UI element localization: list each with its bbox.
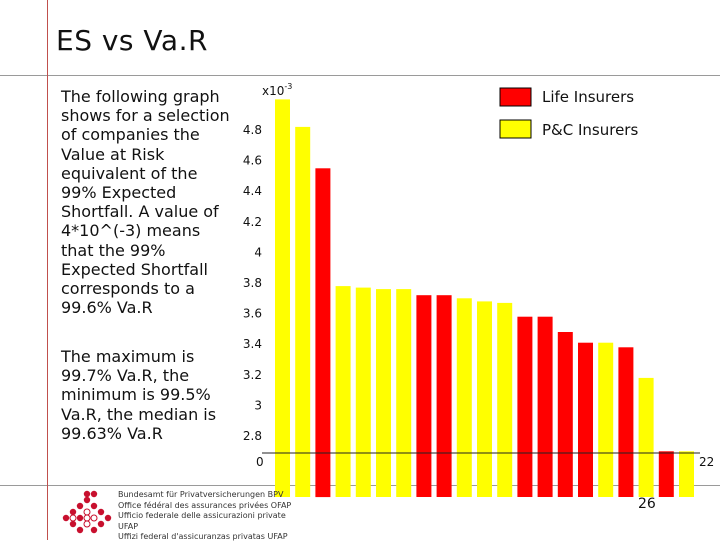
bar-19 [638, 377, 654, 497]
legend-swatch-life [499, 87, 532, 107]
y-tick-4: 4 [254, 245, 262, 259]
bar-7 [396, 289, 412, 497]
bar-2 [295, 126, 311, 498]
federal-cross-logo [62, 490, 112, 534]
y-tick-4.6: 4.6 [243, 154, 262, 168]
bar-11 [477, 301, 492, 497]
footer-line-fr: Office fédéral des assurances privées OF… [118, 500, 292, 510]
bar-18 [618, 347, 634, 497]
y-tick-3: 3 [254, 398, 262, 412]
exponent-label: x10-3 [262, 82, 292, 98]
x-tick-first: 0 [256, 455, 264, 469]
bar-6 [376, 289, 391, 497]
legend-label-life: Life Insurers [542, 88, 634, 106]
bar-9 [436, 295, 452, 497]
x-tick-last: 22 [699, 455, 714, 469]
footer-line-rm: Uffizi federal d'assicuranzas privatas U… [118, 532, 288, 541]
y-tick-4.8: 4.8 [243, 123, 262, 137]
bar-15 [557, 332, 573, 497]
y-tick-2.8: 2.8 [243, 429, 262, 443]
bar-20 [658, 451, 674, 497]
description-paragraph: The following graph shows for a selectio… [61, 87, 230, 318]
header-rule [0, 75, 720, 76]
footer-line-de: Bundesamt für Privatversicherungen BPV [118, 490, 284, 499]
bar-17 [598, 342, 614, 497]
bar-1 [275, 99, 290, 498]
bar-14 [537, 316, 553, 497]
bar-3 [315, 168, 331, 498]
bar-5 [355, 287, 371, 497]
bar-16 [578, 342, 593, 497]
page-title: ES vs Va.R [56, 24, 208, 57]
footer-logo-block: Bundesamt für Privatversicherungen BPV O… [58, 490, 298, 541]
legend-label-pc: P&C Insurers [542, 121, 638, 139]
bars-layer [275, 99, 694, 498]
bar-21 [679, 451, 694, 497]
y-tick-4.4: 4.4 [243, 184, 262, 198]
bar-10 [456, 298, 472, 497]
y-tick-3.8: 3.8 [243, 276, 262, 290]
bar-4 [335, 286, 351, 497]
y-tick-3.4: 3.4 [243, 337, 262, 351]
y-tick-3.2: 3.2 [243, 368, 262, 382]
bar-13 [517, 316, 533, 497]
footer-line-it: Ufficio federale delle assicurazioni pri… [118, 511, 286, 531]
footer-office-names: Bundesamt für Privatversicherungen BPV O… [118, 490, 298, 543]
y-tick-3.6: 3.6 [243, 307, 262, 321]
legend-swatch-pc [499, 119, 532, 139]
summary-paragraph: The maximum is 99.7% Va.R, the minimum i… [61, 347, 217, 443]
bar-8 [416, 295, 432, 497]
vertical-accent-line [47, 0, 48, 540]
y-tick-4.2: 4.2 [243, 215, 262, 229]
page-number: 26 [638, 496, 656, 512]
bar-12 [497, 302, 513, 497]
y-tick-labels: 2.8 3 3.2 3.4 3.6 3.8 4 4.2 4.4 4.6 4.8 [243, 123, 262, 443]
